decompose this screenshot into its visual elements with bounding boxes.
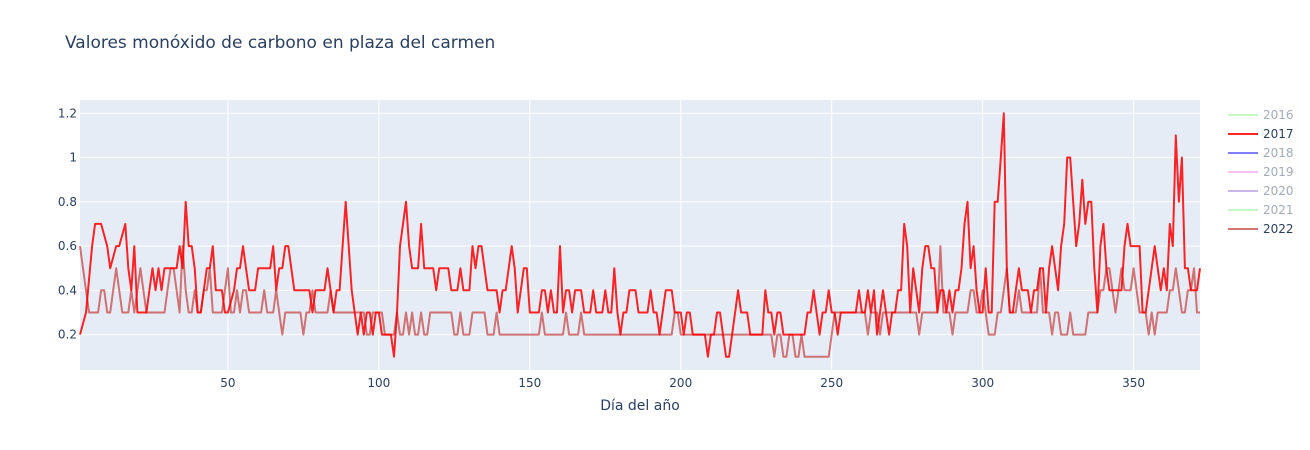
legend: 2016 2017 2018 2019 2020 2021 2022 xyxy=(1228,108,1294,236)
legend-label: 2017 xyxy=(1263,127,1294,141)
x-tick-label: 300 xyxy=(971,376,994,390)
y-tick-label: 0.8 xyxy=(58,195,77,209)
legend-label: 2019 xyxy=(1263,165,1294,179)
series-lines xyxy=(79,112,1201,358)
y-tick-label: 1 xyxy=(69,151,77,165)
x-gridlines xyxy=(227,100,1135,370)
x-tick-labels: 50 100 150 200 250 300 350 xyxy=(220,376,1145,390)
legend-item-2020[interactable]: 2020 xyxy=(1228,184,1294,198)
x-tick-label: 100 xyxy=(367,376,390,390)
x-tick-label: 150 xyxy=(518,376,541,390)
y-tick-label: 1.2 xyxy=(58,106,77,120)
x-tick-label: 50 xyxy=(220,376,235,390)
x-tick-label: 250 xyxy=(820,376,843,390)
series-line-2017 xyxy=(79,112,1201,358)
y-tick-label: 0.2 xyxy=(58,328,77,342)
y-gridlines xyxy=(80,112,1200,336)
legend-label: 2020 xyxy=(1263,184,1294,198)
legend-label: 2021 xyxy=(1263,203,1294,217)
legend-item-2018[interactable]: 2018 xyxy=(1228,146,1294,160)
x-tick-label: 350 xyxy=(1122,376,1145,390)
legend-item-2021[interactable]: 2021 xyxy=(1228,203,1294,217)
legend-label: 2016 xyxy=(1263,108,1294,122)
y-tick-label: 0.6 xyxy=(58,239,77,253)
plot-background xyxy=(80,100,1200,370)
legend-item-2016[interactable]: 2016 xyxy=(1228,108,1294,122)
legend-label: 2022 xyxy=(1263,222,1294,236)
x-axis-title: Día del año xyxy=(600,398,680,414)
y-tick-labels: 0.2 0.4 0.6 0.8 1 1.2 xyxy=(58,106,77,341)
legend-label: 2018 xyxy=(1263,146,1294,160)
chart-title: Valores monóxido de carbono en plaza del… xyxy=(65,33,496,53)
legend-item-2017[interactable]: 2017 xyxy=(1228,127,1294,141)
y-tick-label: 0.4 xyxy=(58,283,77,297)
x-tick-label: 200 xyxy=(669,376,692,390)
legend-item-2019[interactable]: 2019 xyxy=(1228,165,1294,179)
legend-item-2022[interactable]: 2022 xyxy=(1228,222,1294,236)
